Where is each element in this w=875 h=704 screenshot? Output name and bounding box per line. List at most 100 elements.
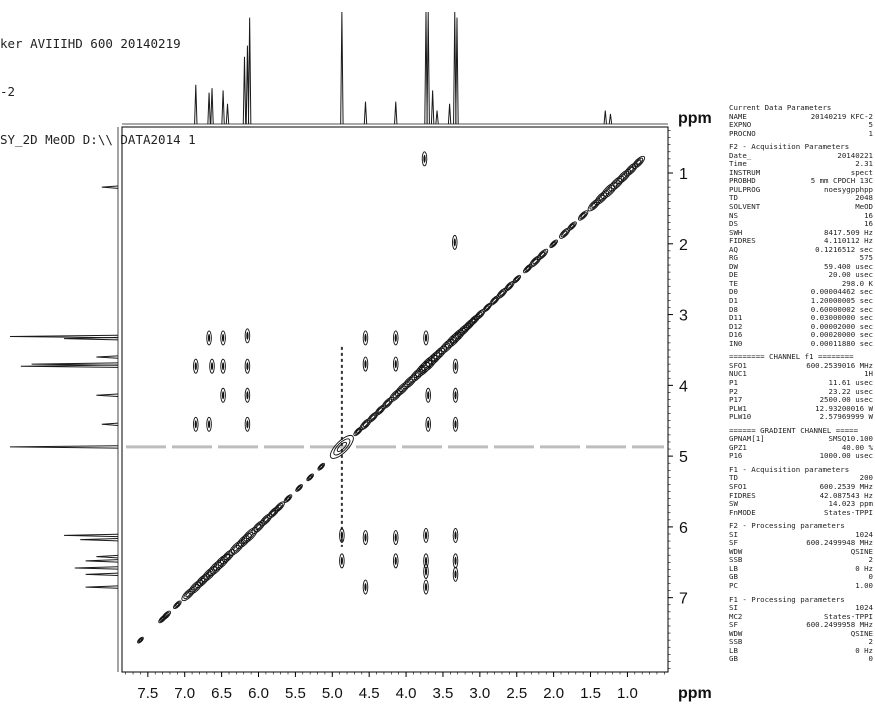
diagonal-peak-contour [286, 496, 290, 501]
cross-peak [452, 358, 459, 374]
cross-peak-contour [339, 553, 345, 569]
diagonal-peak-contour [402, 374, 418, 390]
diagonal-peaks [137, 155, 646, 644]
diagonal-peak-contour [374, 404, 386, 416]
diagonal-peak-contour [336, 441, 347, 452]
param-value: 0 Hz [855, 646, 873, 655]
cross-peak [244, 358, 251, 374]
diagonal-peak [329, 434, 354, 459]
cross-peak-contour [425, 387, 431, 403]
x-axis-tick-label: 1.5 [580, 685, 601, 702]
param-key: D12 [729, 321, 743, 331]
param-section: Current Data Parameters NAME 20140219 KFC-… [729, 104, 873, 138]
diagonal-peak-contour [600, 182, 618, 200]
param-key: SFO1 [729, 360, 747, 370]
cross-peak-contour [392, 330, 399, 346]
cross-peak [362, 356, 369, 372]
param-key: SWH [729, 227, 743, 237]
diagonal-peak-contour [513, 276, 520, 283]
cross-peak [244, 416, 251, 432]
diagonal-peak-contour [175, 602, 180, 607]
param-row: GB 0 [729, 573, 873, 582]
f2-peak [453, 11, 457, 125]
diagonal-peak-contour [409, 366, 426, 383]
f2-peak [340, 11, 344, 125]
diagonal-peak-contour [460, 327, 467, 334]
param-value: 11.61 usec [828, 378, 874, 387]
diagonal-peak [207, 559, 225, 577]
cross-peak-contour [423, 553, 429, 569]
cross-peak [425, 416, 431, 432]
diagonal-peak-contour [550, 240, 557, 247]
cross-peak-contour [452, 387, 459, 403]
param-row: D12 0.00002000 sec [729, 321, 873, 332]
cross-peak-contour [206, 330, 212, 346]
cross-peak-contour [452, 234, 458, 250]
cross-peak-core [246, 362, 249, 371]
f1-peak [85, 559, 119, 563]
diagonal-peak-contour [631, 155, 646, 169]
param-value: noesygpphpp [824, 185, 873, 194]
diagonal-peak [317, 462, 326, 471]
x-axis-tick-label: 3.0 [469, 685, 490, 702]
diagonal-peak-contour [205, 570, 213, 578]
diagonal-peak-contour [397, 383, 408, 395]
diagonal-peak-contour [297, 486, 301, 490]
param-key: P1 [729, 377, 738, 387]
f1-peak [101, 185, 119, 189]
diagonal-peak-contour [259, 513, 273, 527]
param-section-title: ======== CHANNEL f1 ======== [729, 353, 854, 362]
param-value: States-TPPI [824, 612, 873, 621]
diagonal-peak-contour [525, 266, 530, 271]
cross-peak-core [454, 420, 457, 429]
diagonal-peak-contour [317, 462, 326, 471]
diagonal-peak-contour [361, 419, 370, 429]
param-value: 1024 [855, 604, 873, 613]
diagonal-peak-contour [255, 523, 262, 530]
diagonal-peak-contour [307, 474, 313, 481]
cross-peak-contour [421, 151, 428, 167]
cross-peak [423, 579, 429, 595]
x-axis-tick-label: 5.0 [322, 685, 343, 702]
diagonal-peak [409, 366, 426, 383]
param-row: WDW QSINE [729, 547, 873, 557]
diagonal-peak-contour [598, 194, 605, 202]
param-value: 20.00 usec [828, 271, 874, 280]
cross-peak [392, 356, 399, 372]
diagonal-peak [201, 566, 217, 583]
param-value: 575 [859, 254, 873, 263]
diagonal-peak [587, 198, 601, 212]
cross-peak-core [424, 333, 428, 342]
param-key: SOLVENT [729, 202, 761, 212]
param-key: P16 [729, 451, 743, 461]
diagonal-peak-contour [235, 533, 252, 549]
param-section-title: ====== GRADIENT CHANNEL ===== [729, 426, 859, 435]
param-value: 600.2499958 MHz [806, 621, 873, 630]
param-row: PLW1 12.93200016 W [729, 404, 873, 414]
diagonal-peak-contour [296, 485, 302, 491]
param-value: 0.1216512 sec [815, 245, 873, 254]
cross-peak [339, 527, 345, 543]
cross-peak [220, 358, 226, 374]
diagonal-peak-contour [319, 464, 324, 469]
param-value: 14.023 ppm [828, 500, 874, 509]
param-value: 8417.509 Hz [824, 228, 873, 237]
diagonal-peak-contour [594, 190, 610, 206]
param-key: SF [729, 538, 738, 548]
diagonal-peak-contour [417, 362, 431, 375]
cross-peak-core [454, 570, 457, 579]
diagonal-peak-contour [333, 438, 351, 456]
diagonal-peak [549, 239, 558, 249]
cross-peak-contour [362, 530, 369, 545]
param-value: 298.0 K [841, 279, 873, 288]
cross-peak-core [454, 556, 457, 565]
param-row: D0 0.00004462 sec [729, 288, 873, 297]
diagonal-peak-contour [596, 192, 607, 204]
param-row: FIDRES 4.110112 Hz [729, 237, 873, 246]
param-row: SFO1 600.2539016 MHz [729, 360, 873, 371]
diagonal-peak-contour [318, 463, 325, 470]
diagonal-peak [523, 263, 533, 274]
param-row: AQ 0.1216512 sec [729, 245, 873, 255]
param-key: NUC1 [729, 369, 747, 379]
